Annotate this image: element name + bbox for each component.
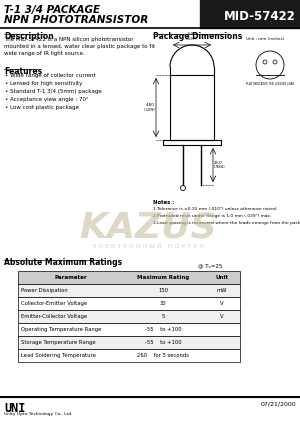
Text: • Lensed for high sensitivity: • Lensed for high sensitivity	[5, 81, 82, 86]
Text: MID-57422: MID-57422	[224, 10, 296, 23]
Bar	[18, 297, 240, 310]
Text: -55    to +100: -55 to +100	[145, 340, 181, 345]
Text: Collector-Emitter Voltage: Collector-Emitter Voltage	[21, 301, 87, 306]
Text: Parameter: Parameter	[54, 275, 87, 280]
Bar	[18, 336, 240, 349]
Text: KAZUS: KAZUS	[79, 211, 217, 245]
Text: Notes :: Notes :	[153, 200, 174, 205]
Text: • Low cost plastic package: • Low cost plastic package	[5, 105, 79, 110]
Text: Maximum Rating: Maximum Rating	[137, 275, 189, 280]
Text: Э Л Е К Т Р О Н Н Ы Й   П О Р Т А Л: Э Л Е К Т Р О Н Н Ы Й П О Р Т А Л	[92, 243, 204, 248]
Text: Package Dimensions: Package Dimensions	[153, 32, 242, 41]
Text: 5.00
(.197): 5.00 (.197)	[186, 32, 198, 41]
Text: Description: Description	[4, 32, 54, 41]
Text: The MID-57422 is a NPN silicon phototransistor
mounted in a lensed, water clear : The MID-57422 is a NPN silicon phototran…	[4, 37, 155, 56]
Text: 3.Lead spacing is measured where the leads emerge from the package.: 3.Lead spacing is measured where the lea…	[153, 221, 300, 225]
Bar	[18, 284, 240, 297]
Text: Unit : mm (inches): Unit : mm (inches)	[246, 37, 284, 41]
Text: Absolute Maximum Ratings: Absolute Maximum Ratings	[4, 258, 122, 267]
Circle shape	[273, 60, 277, 64]
Text: Unity Opto Technology Co., Ltd.: Unity Opto Technology Co., Ltd.	[4, 412, 73, 416]
Text: 1.Tolerance is ±0.25 mm (.010") unless otherwise noted.: 1.Tolerance is ±0.25 mm (.010") unless o…	[153, 207, 277, 211]
Circle shape	[263, 60, 267, 64]
Text: FLAT INDICATES THE LONGER LEAD: FLAT INDICATES THE LONGER LEAD	[246, 82, 294, 86]
Text: Storage Temperature Range: Storage Temperature Range	[21, 340, 96, 345]
Text: 2.Protruded resin under flange is 1.0 mm (.039") max.: 2.Protruded resin under flange is 1.0 mm…	[153, 214, 272, 218]
Text: V: V	[220, 301, 223, 306]
Bar	[18, 323, 240, 336]
Text: NPN PHOTOTRANSISTOR: NPN PHOTOTRANSISTOR	[4, 15, 148, 25]
Text: 4.80
(.189): 4.80 (.189)	[143, 103, 155, 112]
Bar	[18, 271, 240, 284]
Text: mW: mW	[216, 288, 227, 293]
Text: 5: 5	[161, 314, 165, 319]
Bar	[18, 349, 240, 362]
Text: • Wide range of collector current: • Wide range of collector current	[5, 73, 96, 78]
Text: • Acceptance view angle : 70°: • Acceptance view angle : 70°	[5, 97, 89, 102]
Text: Unit: Unit	[215, 275, 228, 280]
Text: • Standard T-1 3/4 (5mm) package: • Standard T-1 3/4 (5mm) package	[5, 89, 102, 94]
Text: Emitter-Collector Voltage: Emitter-Collector Voltage	[21, 314, 87, 319]
Text: 260    for 5 seconds: 260 for 5 seconds	[137, 353, 189, 358]
Text: Features: Features	[4, 67, 42, 76]
Text: Operating Temperature Range: Operating Temperature Range	[21, 327, 101, 332]
Text: Power Dissipation: Power Dissipation	[21, 288, 68, 293]
Text: @ Tₑ=25: @ Tₑ=25	[198, 263, 222, 268]
Bar	[200, 0, 300, 28]
Text: 07/21/2000: 07/21/2000	[260, 402, 296, 407]
Bar	[170, 75, 214, 140]
Text: V: V	[220, 314, 223, 319]
Text: -55    to +100: -55 to +100	[145, 327, 181, 332]
Bar	[163, 140, 221, 145]
Bar	[18, 310, 240, 323]
Text: 25.0
(.984): 25.0 (.984)	[214, 161, 226, 169]
Text: UNI: UNI	[4, 402, 26, 415]
Text: T-1 3/4 PACKAGE: T-1 3/4 PACKAGE	[4, 5, 100, 15]
Text: Lead Soldering Temperature: Lead Soldering Temperature	[21, 353, 96, 358]
Text: 30: 30	[160, 301, 166, 306]
Text: 150: 150	[158, 288, 168, 293]
